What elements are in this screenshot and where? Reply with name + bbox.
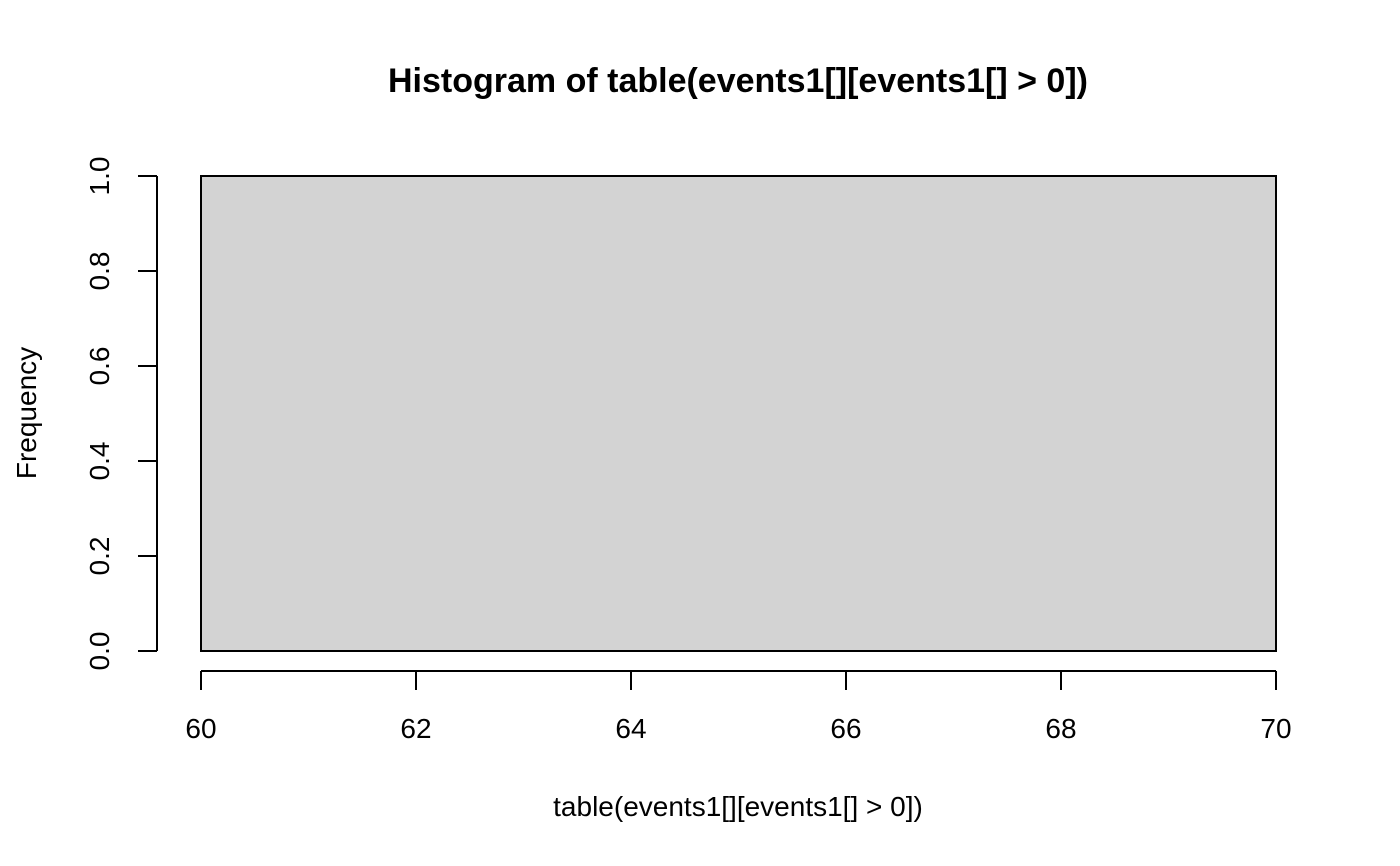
y-tick-label: 1.0 bbox=[84, 157, 115, 196]
y-axis: 0.0 0.2 0.4 0.6 0.8 1.0 bbox=[84, 157, 158, 671]
x-tick-label: 62 bbox=[400, 713, 431, 744]
x-tick-label: 70 bbox=[1260, 713, 1291, 744]
y-tick-label: 0.8 bbox=[84, 252, 115, 291]
y-tick-label: 0.4 bbox=[84, 442, 115, 481]
chart-title: Histogram of table(events1[][events1[] >… bbox=[388, 62, 1088, 100]
y-tick-label: 0.6 bbox=[84, 347, 115, 386]
x-axis-label: table(events1[][events1[] > 0]) bbox=[553, 791, 923, 822]
x-tick-label: 68 bbox=[1045, 713, 1076, 744]
y-axis-label: Frequency bbox=[11, 347, 42, 479]
y-tick-label: 0.2 bbox=[84, 537, 115, 576]
x-tick-label: 64 bbox=[615, 713, 646, 744]
histogram-bar bbox=[200, 175, 1277, 652]
x-axis: 60 62 64 66 68 70 bbox=[185, 670, 1292, 744]
y-tick-label: 0.0 bbox=[84, 632, 115, 671]
x-tick-label: 66 bbox=[830, 713, 861, 744]
bars-group bbox=[200, 175, 1277, 652]
x-tick-label: 60 bbox=[185, 713, 216, 744]
